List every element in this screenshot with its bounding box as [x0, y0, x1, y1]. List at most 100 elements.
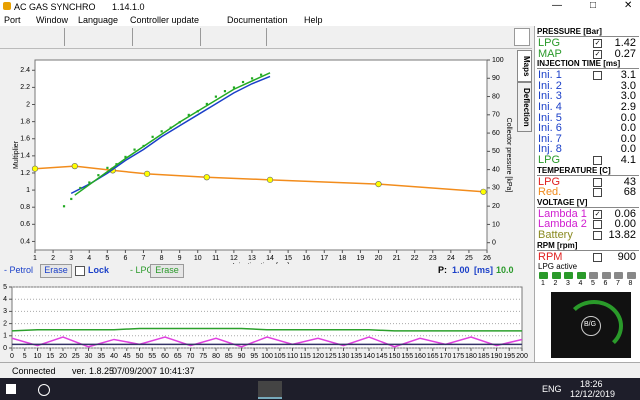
x-tick-label: 120: [312, 353, 324, 360]
y-tick-label: 1.8: [20, 118, 30, 125]
menu-item[interactable]: Language: [78, 15, 119, 25]
param-value: 43: [623, 175, 636, 188]
param-label: Red.: [538, 186, 562, 199]
close[interactable]: ✕: [624, 0, 633, 11]
x-tick-label: 24: [447, 255, 455, 262]
x-tick-label: 0: [10, 353, 14, 360]
param-label: Lambda 1: [538, 207, 587, 220]
start-button[interactable]: [6, 384, 16, 394]
scatter-point: [70, 197, 73, 201]
y-tick-label: 0: [3, 345, 7, 352]
scatter-point: [241, 80, 245, 84]
x-tick-label: 25: [465, 255, 473, 262]
cylinder-indicator: [614, 272, 623, 280]
y-tick-label: 5: [3, 284, 7, 291]
menu-item[interactable]: Controller update: [130, 15, 200, 25]
section-title: PRESSURE [Bar]: [537, 27, 639, 37]
y2-tick-label: 60: [492, 130, 500, 137]
x-tick-label: 100: [261, 353, 273, 360]
cylinder-number: 2: [553, 280, 558, 288]
x-tick-label: 30: [85, 353, 93, 360]
separator: [64, 28, 65, 46]
y-tick-label: 2: [26, 101, 30, 108]
lock-label: Lock: [88, 265, 110, 275]
param-value: 0.0: [620, 111, 636, 124]
scatter-point: [88, 181, 91, 184]
title-bar: AC GAS SYNCHRO 1.14.1.0 — □ ✕: [0, 0, 640, 13]
checkbox[interactable]: ✓: [593, 39, 602, 48]
plot-area: [34, 59, 488, 251]
param-label: Inj. 8: [538, 143, 562, 156]
minimize[interactable]: —: [552, 0, 562, 11]
x-tick-label: 6: [123, 255, 127, 262]
x-tick-label: 40: [110, 353, 118, 360]
checkbox[interactable]: [593, 71, 602, 81]
controller-version: ver. 1.8.25: [72, 366, 115, 376]
app-taskbar-icon[interactable]: [258, 381, 282, 399]
tab[interactable]: Maps: [517, 50, 532, 82]
x-tick-label: 140: [363, 353, 375, 360]
y-tick-label: 1: [26, 187, 30, 194]
lock-checkbox[interactable]: [75, 266, 85, 276]
param-value: 68: [623, 186, 636, 199]
x-tick-label: 180: [465, 353, 477, 360]
y-tick-label: 0.6: [20, 221, 30, 228]
menu-item[interactable]: Port: [4, 15, 21, 25]
gauge: B/G: [551, 292, 631, 358]
checkbox[interactable]: ✓: [593, 49, 602, 59]
series-line: [11, 327, 522, 332]
x-tick-label: 170: [440, 353, 452, 360]
checkbox[interactable]: [593, 156, 602, 165]
x-tick-label: 200: [516, 353, 528, 360]
status-bar: Connected ver. 1.8.25 07/09/2007 10:41:3…: [0, 362, 640, 379]
checkbox[interactable]: ✓: [593, 209, 602, 219]
checkbox[interactable]: [593, 188, 602, 198]
param-label: Ini. 3: [538, 90, 562, 103]
clock-date: 12/12/2019: [570, 389, 616, 399]
separator: [200, 28, 201, 46]
scatter-point: [232, 86, 236, 89]
checkbox[interactable]: [593, 220, 602, 230]
param-label: Ini. 7: [538, 132, 562, 145]
param-label: Ini. 5: [538, 111, 562, 124]
checkbox[interactable]: [593, 252, 602, 262]
controller-date: 07/09/2007 10:41:37: [112, 366, 195, 376]
checkbox[interactable]: [593, 177, 602, 187]
y-tick-label: 1: [3, 333, 7, 340]
menu-item[interactable]: Help: [304, 15, 323, 25]
x-tick-label: 130: [338, 353, 350, 360]
scatter-point: [160, 130, 163, 133]
x-tick-label: 45: [123, 353, 131, 360]
x-tick-label: 70: [187, 353, 195, 360]
x-tick-label: 17: [320, 255, 328, 262]
x-tick-label: 185: [478, 353, 490, 360]
y2-tick-label: 10: [492, 221, 500, 228]
search-icon[interactable]: [38, 384, 50, 396]
clock-time: 18:26: [580, 379, 603, 389]
section-title: TEMPERATURE [C]: [537, 166, 639, 176]
x-tick-label: 18: [338, 255, 346, 262]
x-tick-label: 15: [46, 353, 54, 360]
live-chart: 0 5 10 15 20 25 30 35 40 45 50 55 60 65 70 75 80 85 90 95 10…: [3, 284, 528, 360]
y-tick-label: 2.2: [20, 84, 30, 91]
param-label: LPG: [538, 175, 561, 188]
maximize[interactable]: □: [590, 0, 597, 11]
x-tick-label: 35: [97, 353, 105, 360]
separator: [132, 28, 133, 46]
gauge-arc: [565, 300, 623, 353]
cylinder-indicator: [589, 272, 598, 280]
param-value: 900: [617, 250, 636, 263]
y2-tick-label: 40: [492, 166, 500, 173]
scatter-point: [106, 166, 109, 169]
menu-item[interactable]: Documentation: [227, 15, 288, 25]
checkbox[interactable]: [593, 231, 602, 240]
scatter-point: [214, 95, 217, 98]
erase-button[interactable]: Erase: [40, 264, 72, 278]
param-label: Ini. 4: [538, 101, 562, 113]
tab[interactable]: Deflection: [517, 82, 532, 132]
tool-button[interactable]: [514, 28, 530, 46]
param-label: RPM: [538, 250, 563, 263]
y2-tick-label: 90: [492, 75, 500, 82]
menu-item[interactable]: Window: [36, 15, 69, 25]
erase-button[interactable]: Erase: [150, 264, 184, 278]
